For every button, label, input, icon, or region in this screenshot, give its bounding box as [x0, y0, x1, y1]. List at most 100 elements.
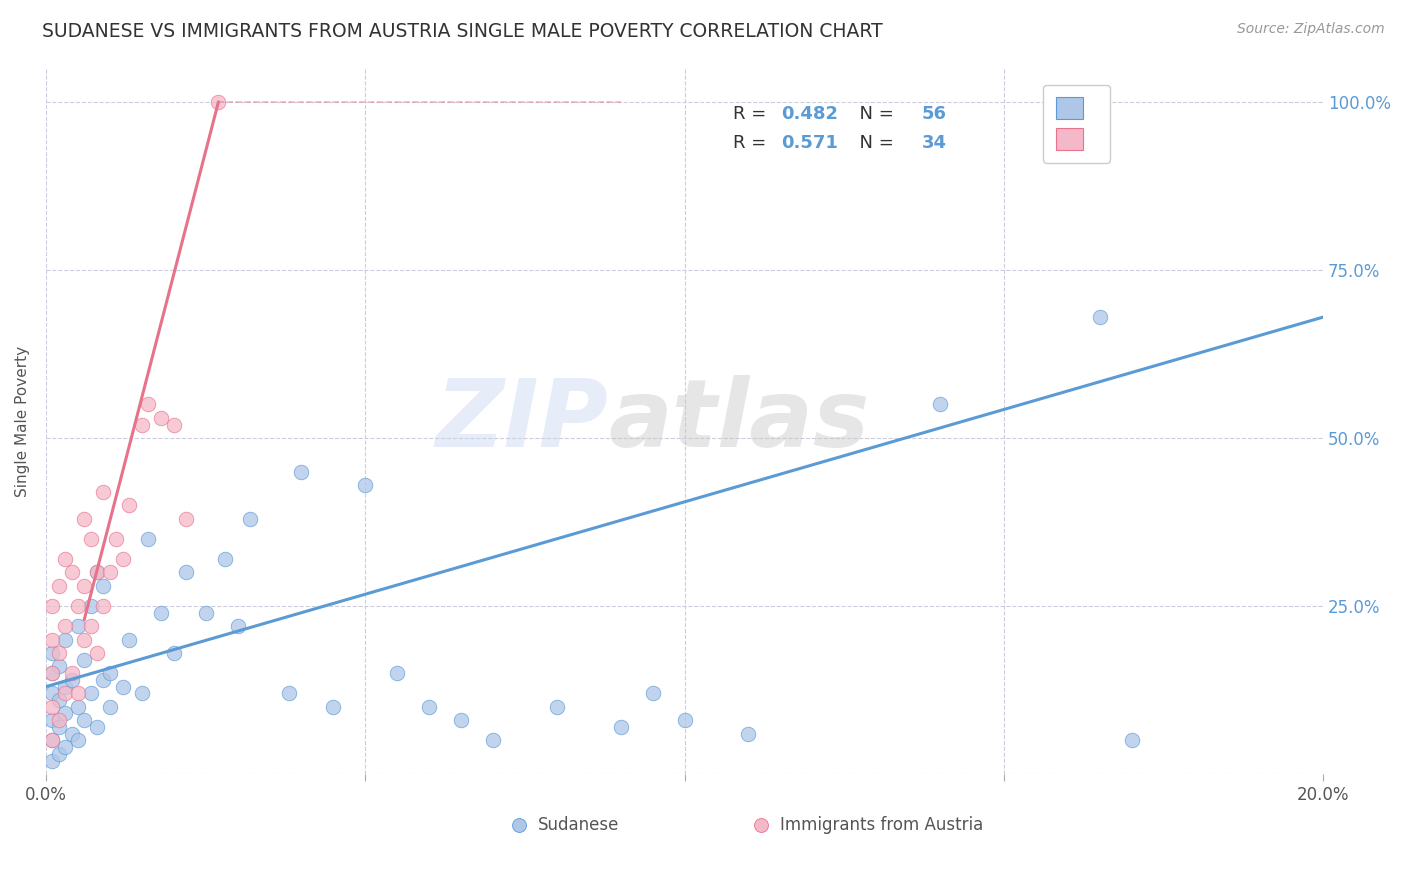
Point	[48, 646, 70, 660]
Point	[450, 713, 472, 727]
Text: Immigrants from Austria: Immigrants from Austria	[780, 816, 984, 834]
Point	[149, 410, 172, 425]
Point	[136, 397, 159, 411]
Point	[98, 566, 121, 580]
Point	[641, 686, 664, 700]
Point	[73, 632, 96, 647]
Point	[48, 579, 70, 593]
Point	[277, 686, 299, 700]
Point	[48, 720, 70, 734]
Point	[41, 646, 63, 660]
Point	[546, 699, 568, 714]
Point	[86, 566, 108, 580]
Point	[86, 720, 108, 734]
Point	[73, 579, 96, 593]
Point	[418, 699, 440, 714]
Point	[41, 686, 63, 700]
Text: N =: N =	[848, 134, 900, 152]
Text: ZIP: ZIP	[434, 376, 607, 467]
Point	[60, 726, 83, 740]
Point	[1121, 733, 1143, 747]
Point	[41, 699, 63, 714]
Point	[482, 733, 505, 747]
Point	[673, 713, 696, 727]
Text: 0.571: 0.571	[782, 134, 838, 152]
Point	[385, 666, 408, 681]
Point	[41, 666, 63, 681]
Point	[136, 532, 159, 546]
Point	[66, 733, 89, 747]
Point	[79, 619, 101, 633]
Point	[66, 686, 89, 700]
Point	[98, 666, 121, 681]
Point	[93, 579, 115, 593]
Point	[41, 733, 63, 747]
Text: 34: 34	[922, 134, 948, 152]
Point	[73, 511, 96, 525]
Point	[131, 417, 153, 432]
Point	[48, 713, 70, 727]
Point	[60, 566, 83, 580]
Point	[163, 417, 186, 432]
Point	[354, 478, 377, 492]
Point	[93, 484, 115, 499]
Point	[79, 599, 101, 613]
Point	[118, 632, 141, 647]
Text: R =: R =	[733, 134, 772, 152]
Point	[226, 619, 249, 633]
Point	[322, 699, 344, 714]
Point	[41, 754, 63, 768]
Point	[41, 599, 63, 613]
Point	[194, 606, 217, 620]
Y-axis label: Single Male Poverty: Single Male Poverty	[15, 346, 30, 497]
Legend: , : ,	[1043, 85, 1109, 163]
Point	[98, 699, 121, 714]
Point	[105, 532, 128, 546]
Text: atlas: atlas	[607, 376, 869, 467]
Point	[48, 747, 70, 761]
Point	[53, 619, 76, 633]
Point	[53, 706, 76, 721]
Point	[93, 673, 115, 687]
Point	[73, 653, 96, 667]
Point	[53, 552, 76, 566]
Point	[41, 733, 63, 747]
Point	[207, 95, 229, 109]
Point	[149, 606, 172, 620]
Point	[163, 646, 186, 660]
Point	[73, 713, 96, 727]
Point	[53, 740, 76, 755]
Point	[48, 693, 70, 707]
Point	[53, 686, 76, 700]
Point	[41, 666, 63, 681]
Point	[214, 552, 236, 566]
Point	[239, 511, 262, 525]
Point	[60, 666, 83, 681]
Point	[609, 720, 631, 734]
Text: R =: R =	[733, 105, 772, 123]
Point	[86, 646, 108, 660]
Point	[176, 566, 198, 580]
Point	[1088, 310, 1111, 324]
Point	[66, 699, 89, 714]
Text: 56: 56	[922, 105, 948, 123]
Point	[290, 465, 312, 479]
Point	[66, 599, 89, 613]
Text: 0.482: 0.482	[782, 105, 838, 123]
Point	[79, 532, 101, 546]
Point	[41, 713, 63, 727]
Point	[111, 552, 134, 566]
Point	[48, 659, 70, 673]
Point	[118, 498, 141, 512]
Point	[60, 673, 83, 687]
Point	[66, 619, 89, 633]
Point	[53, 632, 76, 647]
Point	[929, 397, 952, 411]
Point	[79, 686, 101, 700]
Point	[737, 726, 759, 740]
Point	[41, 632, 63, 647]
Point	[131, 686, 153, 700]
Point	[111, 680, 134, 694]
Text: SUDANESE VS IMMIGRANTS FROM AUSTRIA SINGLE MALE POVERTY CORRELATION CHART: SUDANESE VS IMMIGRANTS FROM AUSTRIA SING…	[42, 22, 883, 41]
Text: Sudanese: Sudanese	[537, 816, 619, 834]
